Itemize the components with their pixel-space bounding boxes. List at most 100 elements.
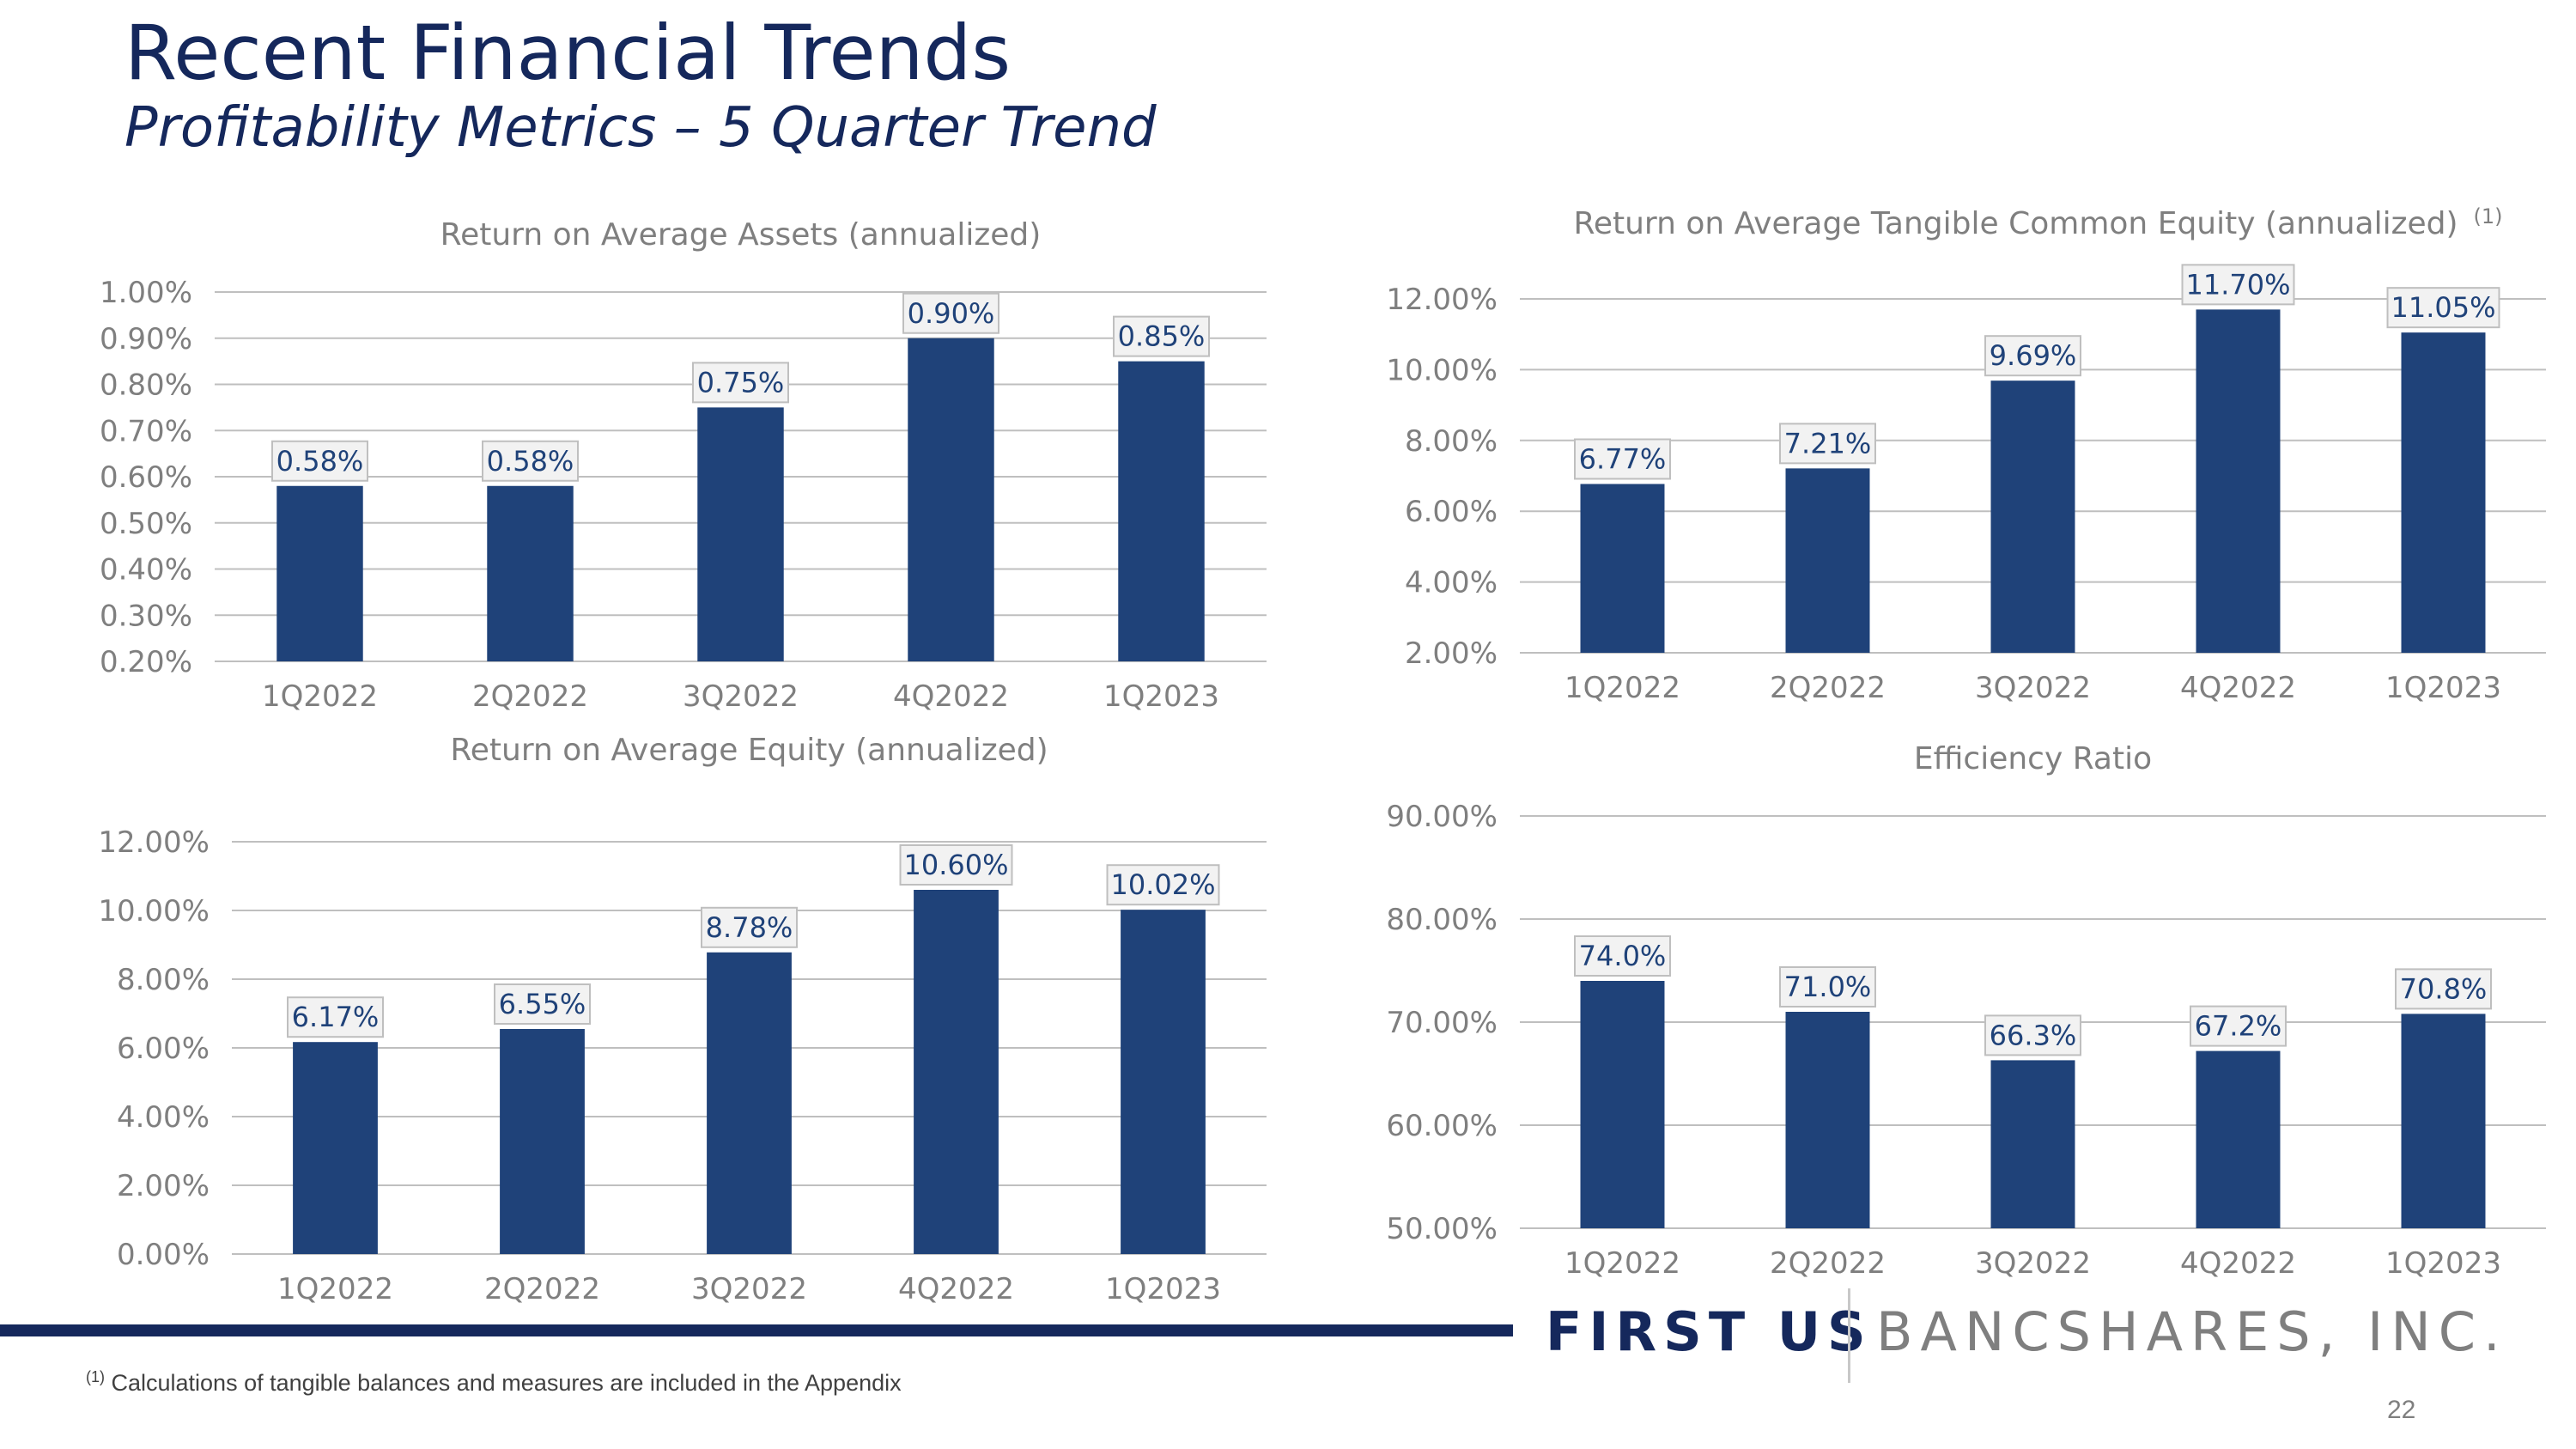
data-label: 6.55%: [499, 988, 586, 1020]
logo-bancshares: BANCSHARES, INC.: [1876, 1300, 2508, 1363]
bar: [1990, 1060, 2075, 1228]
data-label-box: [2395, 968, 2492, 1010]
eff-svg: Efficiency Ratio 50.00% 60.00% 70.00% 80.00%…: [1386, 741, 2546, 1281]
y-tick-label: 12.00%: [98, 825, 210, 860]
bar: [2401, 1014, 2486, 1228]
data-label: 67.2%: [2195, 1010, 2282, 1043]
footnote-marker: (1): [86, 1368, 105, 1385]
x-category-label: 2Q2022: [1770, 1246, 1886, 1281]
bar: [707, 952, 792, 1254]
data-label-box: [1113, 315, 1210, 357]
data-label: 0.90%: [908, 297, 995, 330]
logo-first-us: FIRST US: [1546, 1300, 1873, 1363]
data-label-box: [1779, 423, 1876, 465]
bar: [2401, 332, 2486, 653]
y-tick-label: 80.00%: [1386, 903, 1498, 937]
bar: [1121, 910, 1206, 1254]
x-category-label: 4Q2022: [2180, 1246, 2296, 1281]
rotce-chart: Return on Average Tangible Common Equity…: [1340, 198, 2559, 730]
data-label: 66.3%: [1990, 1019, 2077, 1051]
y-tick-label: 0.80%: [100, 368, 192, 403]
x-category-label: 1Q2023: [1103, 679, 1219, 714]
data-label: 0.58%: [276, 445, 364, 478]
y-tick-label: 2.00%: [1405, 636, 1498, 671]
chart-title: Return on Average Tangible Common Equity…: [1573, 206, 2458, 241]
bar: [914, 890, 999, 1254]
y-tick-label: 4.00%: [117, 1100, 210, 1135]
data-label-box: [1779, 966, 1876, 1008]
roae-svg: Return on Average Equity (annualized) 0.0…: [98, 733, 1267, 1306]
data-label: 71.0%: [1784, 971, 1872, 1003]
y-tick-label: 4.00%: [1405, 566, 1498, 600]
y-tick-label: 1.00%: [100, 276, 192, 310]
data-label-box: [482, 440, 579, 482]
data-label-box: [2181, 264, 2295, 306]
x-category-label: 3Q2022: [1975, 671, 2091, 705]
data-label: 10.60%: [903, 849, 1008, 881]
data-label-box: [899, 844, 1013, 886]
y-tick-label: 0.50%: [100, 507, 192, 541]
bar: [487, 485, 574, 661]
y-tick-label: 0.30%: [100, 599, 192, 633]
bar: [1118, 361, 1205, 661]
rotce-svg: Return on Average Tangible Common Equity…: [1386, 204, 2546, 705]
data-label: 0.75%: [697, 366, 785, 399]
y-tick-label: 0.90%: [100, 322, 192, 356]
y-tick-label: 10.00%: [1386, 353, 1498, 387]
data-label-box: [1106, 864, 1220, 906]
y-tick-label: 12.00%: [1386, 283, 1498, 317]
data-label-box: [1984, 1014, 2081, 1056]
bar: [276, 485, 363, 661]
x-category-label: 1Q2022: [1564, 671, 1680, 705]
data-label: 74.0%: [1579, 940, 1667, 972]
page-subtitle: Profitability Metrics – 5 Quarter Trend: [125, 96, 1157, 160]
data-label-box: [2386, 287, 2500, 329]
data-label-box: [271, 440, 368, 482]
x-category-label: 1Q2023: [1105, 1272, 1221, 1306]
chart-title-superscript: (1): [2474, 204, 2503, 228]
bar: [293, 1042, 378, 1254]
data-label: 11.05%: [2391, 291, 2495, 324]
footnote-text: Calculations of tangible balances and me…: [105, 1370, 902, 1396]
page-title: Recent Financial Trends: [125, 9, 1012, 97]
x-category-label: 1Q2023: [2385, 1246, 2501, 1281]
y-tick-label: 6.00%: [1405, 495, 1498, 529]
x-category-label: 2Q2022: [1770, 671, 1886, 705]
x-category-label: 4Q2022: [893, 679, 1009, 714]
x-category-label: 4Q2022: [898, 1272, 1014, 1306]
data-label-box: [2190, 1005, 2287, 1047]
y-tick-label: 50.00%: [1386, 1212, 1498, 1246]
data-label: 70.8%: [2400, 972, 2488, 1005]
bar: [2196, 309, 2281, 653]
bar: [697, 407, 784, 661]
bar: [1785, 468, 1870, 653]
data-label-box: [494, 983, 591, 1025]
x-category-label: 4Q2022: [2180, 671, 2296, 705]
chart-title: Return on Average Assets (annualized): [440, 217, 1042, 253]
data-label: 11.70%: [2185, 268, 2290, 301]
y-tick-label: 70.00%: [1386, 1006, 1498, 1040]
x-category-label: 1Q2022: [277, 1272, 393, 1306]
x-category-label: 3Q2022: [1975, 1246, 2091, 1281]
x-category-label: 1Q2022: [262, 679, 378, 714]
data-label-box: [1574, 935, 1671, 977]
y-tick-label: 6.00%: [117, 1032, 210, 1066]
chart-title: Efficiency Ratio: [1914, 741, 2152, 776]
bar: [1785, 1012, 1870, 1228]
y-tick-label: 0.40%: [100, 553, 192, 588]
data-label: 0.85%: [1118, 320, 1206, 353]
chart-title: Return on Average Equity (annualized): [450, 733, 1048, 768]
x-category-label: 1Q2022: [1564, 1246, 1680, 1281]
page-number: 22: [2387, 1396, 2416, 1424]
data-label-box: [1574, 438, 1671, 480]
efficiency-ratio-chart: Efficiency Ratio 50.00% 60.00% 70.00% 80.00%…: [1340, 730, 2559, 1281]
bar: [1990, 381, 2075, 653]
bar: [1580, 981, 1665, 1228]
data-label: 6.77%: [1579, 442, 1667, 475]
data-label: 10.02%: [1110, 868, 1215, 901]
logo-divider: [1848, 1288, 1850, 1383]
x-category-label: 3Q2022: [691, 1272, 807, 1306]
bar: [2196, 1050, 2281, 1228]
y-tick-label: 8.00%: [1405, 424, 1498, 459]
data-label: 8.78%: [706, 911, 793, 944]
